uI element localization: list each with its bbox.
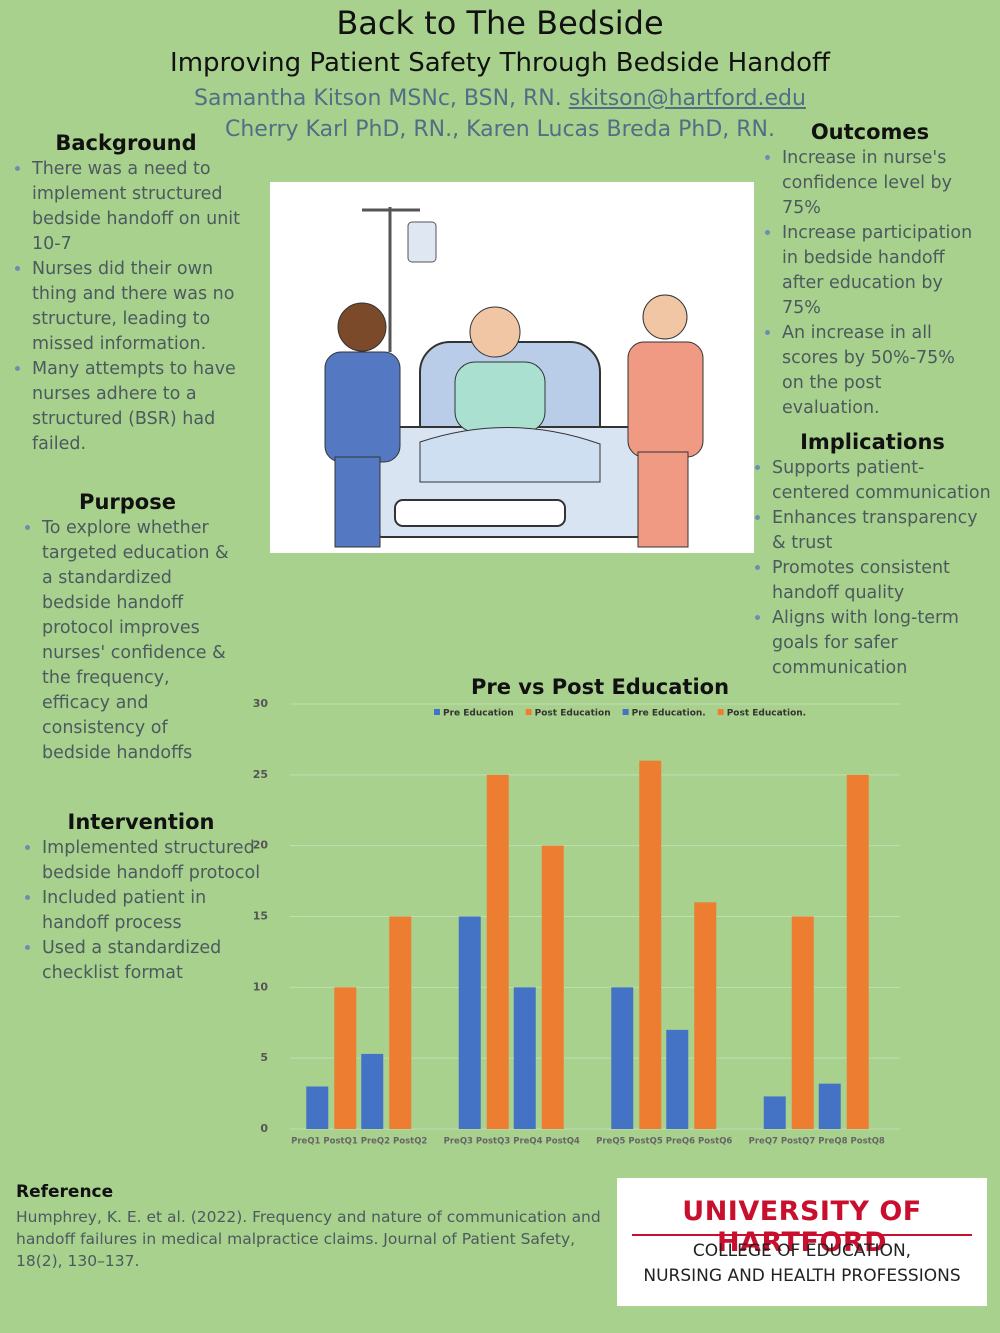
bullet: Increase participation in bedside handof…: [782, 221, 980, 321]
legend-label: Pre Education.: [632, 709, 706, 719]
bar: [334, 987, 357, 1129]
bullet: Enhances transparency & trust: [772, 506, 995, 556]
chart-title: Pre vs Post Education: [471, 675, 729, 699]
authors-line: Samantha Kitson MSNc, BSN, RN.: [194, 86, 562, 111]
illustration: [270, 182, 754, 553]
bullet-list: Supports patient-centered communicationE…: [750, 456, 995, 681]
bullet-list: Increase in nurse's confidence level by …: [760, 146, 980, 421]
title: Back to The Bedside: [336, 4, 664, 42]
bar: [361, 1053, 384, 1129]
chart: Pre vs Post Education 0 5 10 15 20 25 30 Pre Ed…: [253, 675, 900, 1147]
bar: [639, 760, 662, 1129]
y-tick-label: 30: [253, 697, 269, 710]
bullet: Promotes consistent handoff quality: [772, 556, 995, 606]
logo-line: COLLEGE OF EDUCATION,: [692, 1241, 912, 1261]
bullet: An increase in all scores by 50%-75% on …: [782, 321, 980, 421]
bar: [666, 1029, 689, 1129]
y-tick-label: 10: [253, 980, 269, 993]
section-heading: Intervention: [67, 810, 215, 834]
bullet-list: To explore whether targeted education & …: [20, 516, 235, 766]
legend-label: Post Education.: [727, 709, 806, 719]
section: BackgroundThere was a need to implement …: [10, 131, 242, 457]
legend-label: Post Education: [535, 709, 611, 719]
y-tick-label: 5: [260, 1051, 268, 1064]
logo-rule: [632, 1234, 972, 1236]
bullet: There was a need to implement structured…: [32, 157, 242, 257]
bullet-list: There was a need to implement structured…: [10, 157, 242, 457]
logo: UNIVERSITY OF HARTFORD COLLEGE OF EDUCAT…: [617, 1178, 987, 1306]
reference-heading: Reference: [16, 1182, 114, 1202]
bullet: Aligns with long-term goals for safer co…: [772, 606, 995, 681]
legend-swatch: [622, 709, 629, 715]
legend-label: Pre Education: [443, 709, 514, 719]
logo-line: NURSING AND HEALTH PROFESSIONS: [643, 1266, 961, 1286]
bar: [541, 845, 564, 1129]
bar: [389, 916, 412, 1129]
bullet: Many attempts to have nurses adhere to a…: [32, 357, 242, 457]
authors-line: Cherry Karl PhD, RN., Karen Lucas Breda …: [225, 117, 775, 142]
bar: [791, 916, 814, 1129]
y-tick-label: 15: [253, 910, 268, 923]
legend-swatch: [525, 709, 532, 715]
bullet: Nurses did their own thing and there was…: [32, 257, 242, 357]
y-tick-label: 25: [253, 768, 268, 781]
bar: [458, 916, 481, 1129]
bar: [763, 1096, 786, 1129]
section: ImplicationsSupports patient-centered co…: [750, 430, 995, 681]
section-heading: Background: [55, 131, 197, 155]
bullet-list: Implemented structured bedside handoff p…: [20, 836, 262, 986]
section-heading: Outcomes: [810, 120, 930, 144]
legend-swatch: [717, 709, 724, 715]
email[interactable]: skitson@hartford.edu: [568, 86, 806, 111]
bar: [611, 987, 634, 1129]
authors: Samantha Kitson MSNc, BSN, RN. skitson@h…: [0, 86, 1000, 111]
x-tick-label: PreQ1 PostQ1 PreQ2 PostQ2: [291, 1137, 427, 1147]
bullet: Increase in nurse's confidence level by …: [782, 146, 980, 221]
logo-name: UNIVERSITY OF HARTFORD: [682, 1196, 922, 1258]
x-tick-label: PreQ7 PostQ7 PreQ8 PostQ8: [749, 1137, 885, 1147]
bullet: Included patient in handoff process: [42, 886, 262, 936]
bar: [513, 987, 536, 1129]
bar: [694, 902, 717, 1129]
legend-swatch: [434, 709, 440, 715]
x-tick-label: PreQ3 PostQ3 PreQ4 PostQ4: [444, 1137, 580, 1147]
bar: [486, 774, 509, 1129]
x-tick-label: PreQ5 PostQ5 PreQ6 PostQ6: [596, 1137, 732, 1147]
reference-text: Humphrey, K. E. et al. (2022). Frequency…: [16, 1208, 601, 1270]
bullet: Supports patient-centered communication: [772, 456, 995, 506]
section: OutcomesIncrease in nurse's confidence l…: [760, 120, 980, 421]
y-tick-label: 20: [253, 839, 269, 852]
bar: [818, 1083, 841, 1129]
bullet: Used a standardized checklist format: [42, 936, 262, 986]
section-heading: Purpose: [79, 490, 176, 514]
section-heading: Implications: [800, 430, 945, 454]
section: PurposeTo explore whether targeted educa…: [20, 490, 235, 766]
y-tick-label: 0: [260, 1122, 268, 1135]
section: InterventionImplemented structured bedsi…: [20, 810, 262, 986]
bar: [306, 1086, 329, 1129]
subtitle: Improving Patient Safety Through Bedside…: [170, 48, 830, 78]
bar: [846, 774, 869, 1129]
bullet: Implemented structured bedside handoff p…: [42, 836, 262, 886]
bullet: To explore whether targeted education & …: [42, 516, 235, 766]
